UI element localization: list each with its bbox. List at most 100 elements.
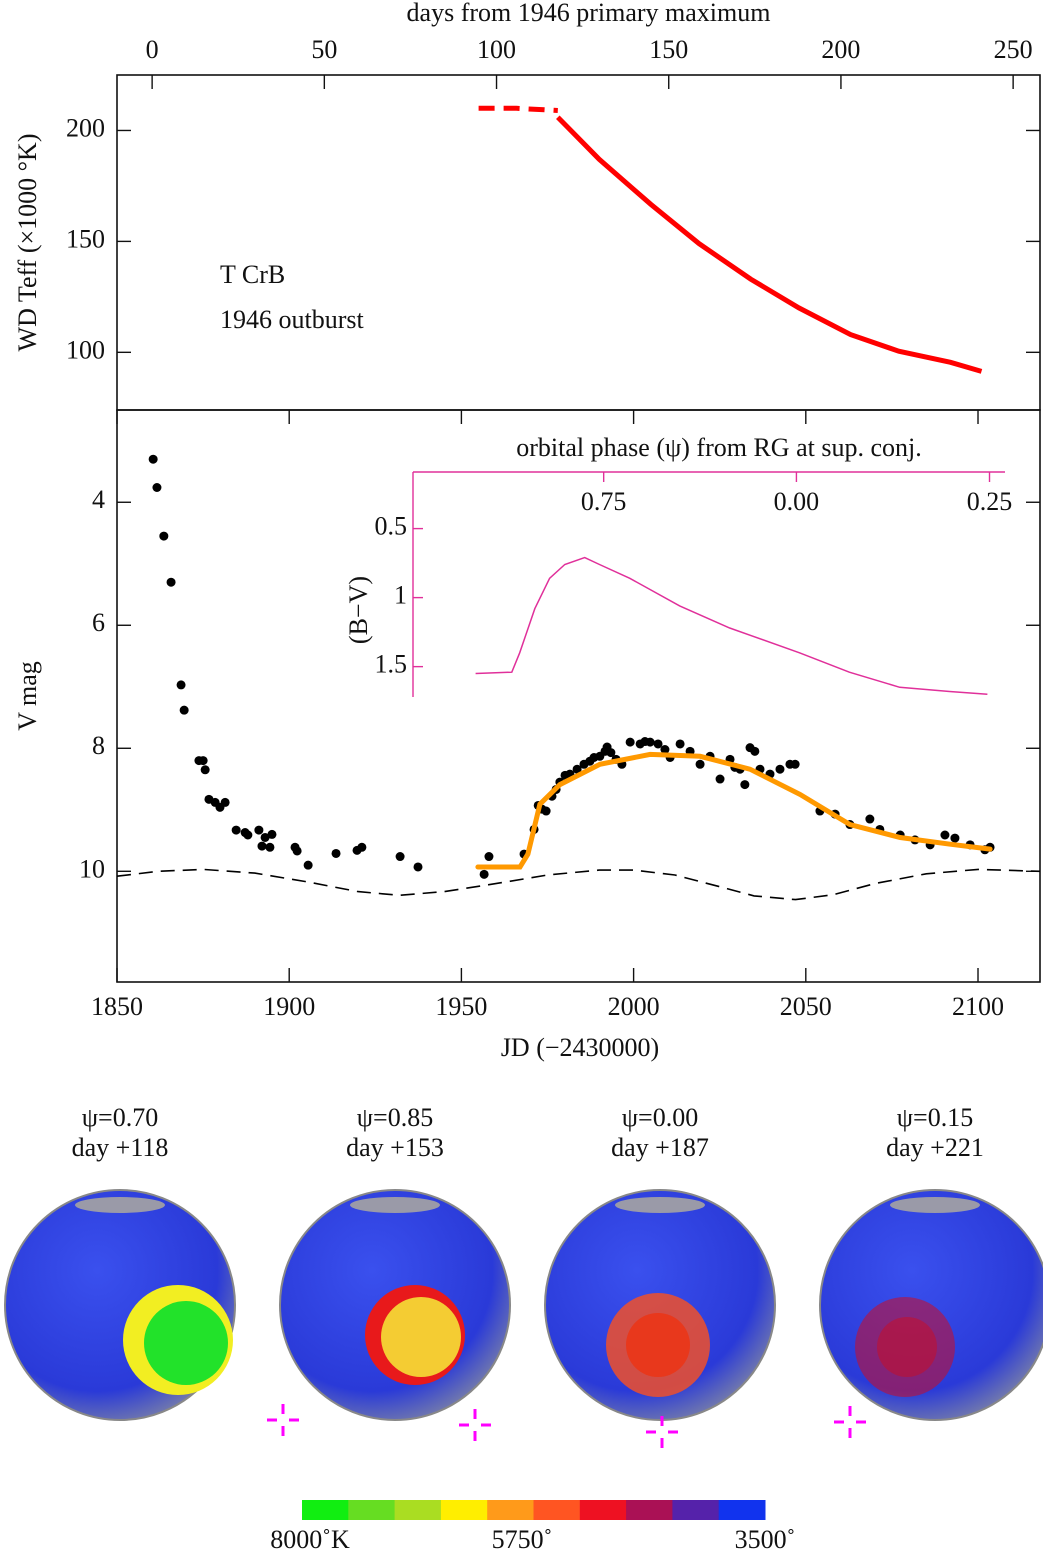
- annotation: 1946 outburst: [220, 305, 365, 334]
- data-point: [231, 825, 241, 835]
- data-point: [254, 825, 264, 835]
- y-axis-label: V mag: [13, 661, 42, 731]
- x-tick-label: 1950: [435, 992, 487, 1021]
- data-point: [357, 842, 367, 852]
- y-tick-label: 1: [394, 581, 407, 610]
- y-tick-label: 200: [66, 113, 105, 142]
- polar-cap: [890, 1197, 980, 1213]
- colorbar-segment: [718, 1500, 766, 1520]
- color-index-line: [475, 556, 988, 695]
- data-point: [740, 780, 750, 790]
- x-tick-label: 2000: [608, 992, 660, 1021]
- data-point: [220, 797, 230, 807]
- x-tick-label: 1850: [91, 992, 143, 1021]
- data-point: [625, 737, 635, 747]
- colorbar-segment: [394, 1500, 442, 1520]
- x2-tick-label: 250: [994, 35, 1033, 64]
- middle-panel-frame: [116, 409, 1041, 983]
- colorbar-label: 5750˚: [492, 1525, 553, 1554]
- colorbar-segment: [440, 1500, 488, 1520]
- x2-tick-label: 0: [146, 35, 159, 64]
- data-point: [715, 774, 725, 784]
- data-point: [572, 764, 582, 774]
- globe-day: day +153: [346, 1133, 444, 1162]
- observer-marker: [267, 1404, 299, 1436]
- data-point: [675, 739, 685, 749]
- data-point: [395, 852, 405, 862]
- data-point: [257, 841, 267, 851]
- orbital-curve: [116, 868, 1041, 901]
- data-point: [790, 759, 800, 769]
- observer-marker: [834, 1406, 866, 1438]
- annotation: T CrB: [220, 260, 285, 289]
- data-point: [331, 848, 341, 858]
- data-point: [166, 577, 176, 587]
- y-tick-label: 100: [66, 335, 105, 364]
- data-point: [606, 748, 616, 758]
- y-axis-label: WD Teff (×1000 °K): [13, 134, 42, 352]
- data-point: [484, 852, 494, 862]
- colorbar-segment: [626, 1500, 673, 1520]
- observer-marker: [459, 1409, 491, 1441]
- x-tick-label: 0.25: [967, 487, 1013, 516]
- data-point: [653, 739, 663, 749]
- globe-day: day +221: [886, 1133, 984, 1162]
- x2-tick-label: 100: [477, 35, 516, 64]
- globe-phase: ψ=0.00: [622, 1103, 698, 1132]
- y-tick-label: 10: [79, 854, 105, 883]
- teff-line: [478, 105, 558, 113]
- globe-phase: ψ=0.70: [82, 1103, 158, 1132]
- inset-title: orbital phase (ψ) from RG at sup. conj.: [516, 433, 921, 462]
- x-tick-label: 1900: [263, 992, 315, 1021]
- polar-cap: [75, 1197, 165, 1213]
- y-axis-label: (B−V): [344, 576, 373, 644]
- colorbar-segment: [533, 1500, 581, 1520]
- colorbar-label: 3500˚: [735, 1525, 796, 1554]
- data-point: [660, 745, 670, 755]
- model-fit: [475, 751, 993, 870]
- heated-spot: [626, 1313, 690, 1377]
- data-point: [198, 756, 208, 766]
- heated-spot: [381, 1297, 461, 1377]
- colorbar-segment: [672, 1500, 720, 1520]
- data-point: [243, 830, 253, 840]
- x-tick-label: 0.75: [581, 487, 627, 516]
- data-point: [303, 860, 313, 870]
- teff-line: [556, 115, 983, 374]
- colorbar-label: 8000˚K: [270, 1525, 350, 1554]
- data-point: [260, 832, 270, 842]
- heated-spot: [877, 1317, 937, 1377]
- polar-cap: [615, 1197, 705, 1213]
- top-panel-frame: [116, 74, 1041, 411]
- x2-tick-label: 50: [311, 35, 337, 64]
- heated-spot: [144, 1301, 228, 1385]
- colorbar-segment: [487, 1500, 534, 1520]
- data-point: [695, 759, 705, 769]
- globe-phase: ψ=0.85: [357, 1103, 433, 1132]
- data-point: [159, 531, 169, 541]
- data-point: [479, 869, 489, 879]
- x-tick-label: 2100: [952, 992, 1004, 1021]
- data-point: [750, 746, 760, 756]
- globe-day: day +187: [611, 1133, 709, 1162]
- data-point: [152, 482, 162, 492]
- data-point: [148, 454, 158, 464]
- y-tick-label: 0.5: [375, 512, 408, 541]
- data-point: [267, 829, 277, 839]
- x2-axis-label: days from 1946 primary maximum: [407, 0, 771, 27]
- data-point: [645, 737, 655, 747]
- colorbar-segment: [302, 1500, 349, 1520]
- y-tick-label: 4: [92, 485, 105, 514]
- data-point: [865, 814, 875, 824]
- polar-cap: [350, 1197, 440, 1213]
- data-point: [413, 862, 423, 872]
- data-point: [200, 765, 210, 775]
- colorbar-segment: [579, 1500, 627, 1520]
- x-tick-label: 2050: [780, 992, 832, 1021]
- x-tick-label: 0.00: [774, 487, 820, 516]
- y-tick-label: 8: [92, 731, 105, 760]
- globe-day: day +118: [72, 1133, 169, 1162]
- x-axis-label: JD (−2430000): [501, 1033, 659, 1062]
- colorbar-segment: [348, 1500, 396, 1520]
